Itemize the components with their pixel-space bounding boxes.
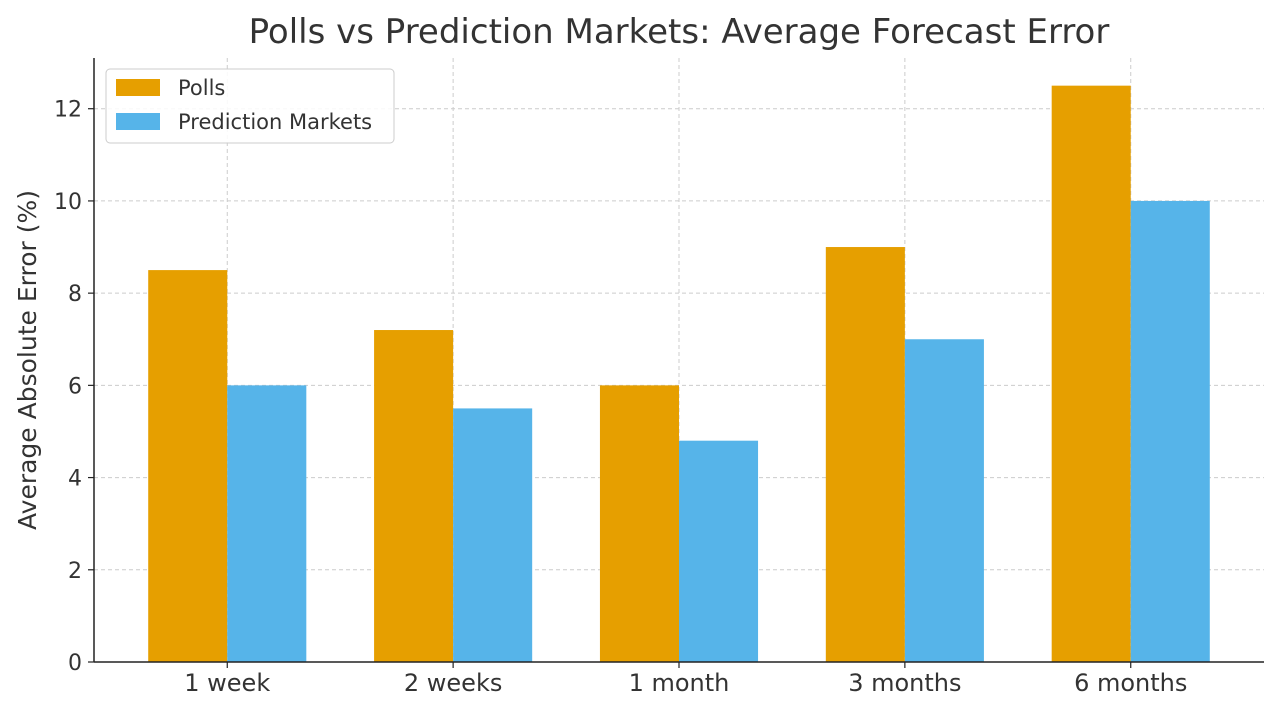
bar-polls bbox=[599, 385, 679, 662]
legend-swatch-polls bbox=[116, 79, 160, 96]
legend-label-polls: Polls bbox=[178, 76, 225, 100]
bar-polls bbox=[1051, 85, 1131, 662]
bar-prediction-markets bbox=[679, 440, 759, 662]
y-tick-label: 10 bbox=[54, 190, 82, 215]
y-axis-label: Average Absolute Error (%) bbox=[13, 190, 42, 530]
bar-prediction-markets bbox=[1130, 200, 1210, 662]
y-tick-label: 2 bbox=[68, 559, 82, 584]
bar-prediction-markets bbox=[904, 339, 984, 662]
bar-polls bbox=[148, 270, 228, 662]
y-tick-label: 4 bbox=[68, 467, 82, 492]
bar-prediction-markets bbox=[227, 385, 307, 662]
bar-polls bbox=[374, 330, 454, 662]
bar-prediction-markets bbox=[453, 408, 533, 662]
chart-title: Polls vs Prediction Markets: Average For… bbox=[249, 12, 1110, 52]
x-tick-label: 1 week bbox=[184, 669, 270, 697]
y-tick-label: 8 bbox=[68, 282, 82, 307]
legend-swatch-prediction-markets bbox=[116, 113, 160, 130]
bar-polls bbox=[825, 247, 905, 663]
x-tick-label: 2 weeks bbox=[404, 669, 502, 697]
axes: 0 2 4 6 8 10 12 1 week 2 weeks 1 month 3 months 6 m… bbox=[54, 58, 1264, 697]
legend: Polls Prediction Markets bbox=[105, 68, 395, 144]
legend-label-prediction-markets: Prediction Markets bbox=[178, 110, 372, 134]
y-tick-label: 12 bbox=[54, 98, 82, 123]
x-tick-label: 1 month bbox=[629, 669, 730, 697]
x-tick-label: 3 months bbox=[848, 669, 961, 697]
y-tick-label: 6 bbox=[68, 374, 82, 399]
bars bbox=[148, 85, 1210, 663]
x-tick-label: 6 months bbox=[1074, 669, 1187, 697]
y-tick-label: 0 bbox=[68, 651, 82, 676]
